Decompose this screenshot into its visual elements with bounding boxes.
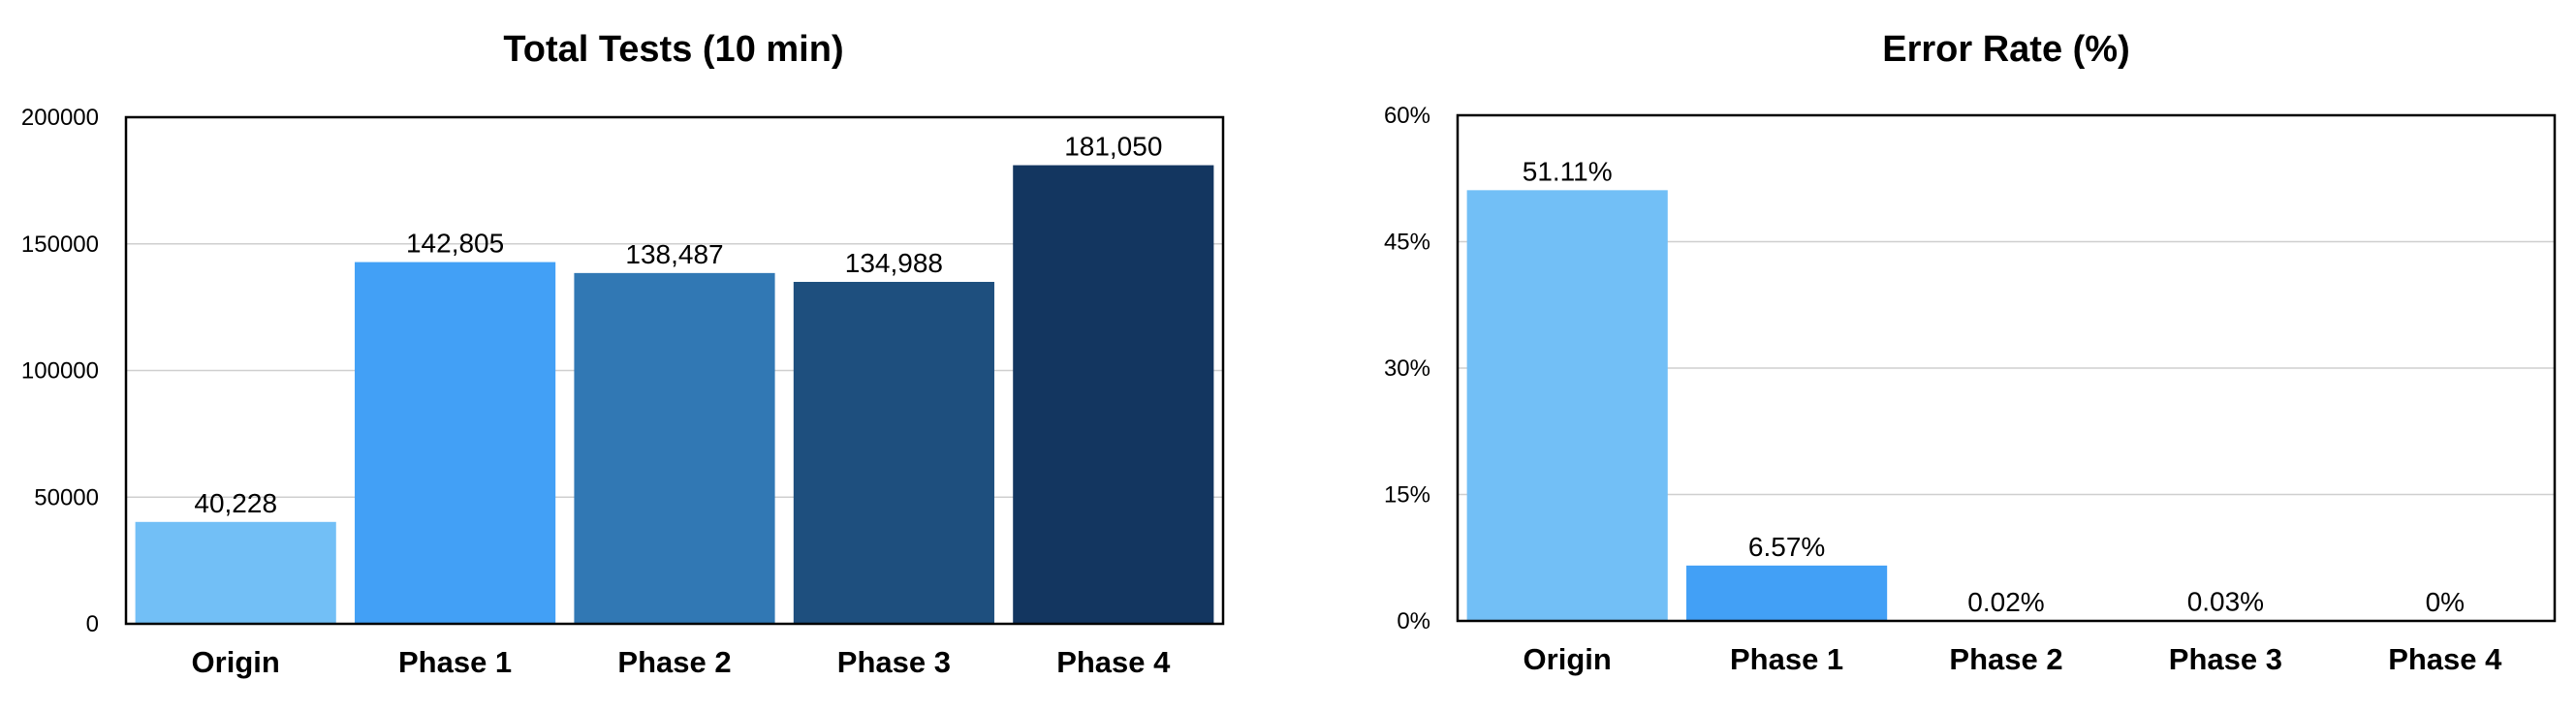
bar-total-tests (135, 521, 336, 624)
x-tick-label-error-rate: Phase 1 (1730, 642, 1843, 676)
chart-title-total-tests: Total Tests (10 min) (503, 29, 844, 70)
plot-frame-total-tests (124, 115, 1225, 626)
bar-total-tests (574, 272, 775, 624)
y-tick-label-error-rate: 0% (1397, 608, 1430, 634)
bar-error-rate (1686, 565, 1888, 621)
plot-frame-error-rate (1456, 113, 2557, 623)
data-label-total-tests: 138,487 (625, 239, 723, 269)
y-tick-label-error-rate: 15% (1384, 482, 1430, 509)
bar-error-rate (1466, 190, 1668, 621)
y-tick-label-total-tests: 100000 (21, 358, 99, 385)
y-tick-label-error-rate: 45% (1384, 230, 1430, 256)
x-tick-label-total-tests: Origin (192, 645, 280, 679)
x-tick-label-total-tests: Phase 2 (617, 645, 731, 679)
y-tick-label-total-tests: 0 (86, 611, 99, 637)
y-tick-label-error-rate: 60% (1384, 103, 1430, 129)
y-tick-label-total-tests: 200000 (21, 105, 99, 131)
x-tick-label-error-rate: Phase 4 (2388, 642, 2502, 676)
y-tick-label-total-tests: 50000 (34, 484, 99, 510)
data-label-error-rate: 0.03% (2187, 587, 2264, 617)
bar-total-tests (355, 262, 556, 624)
bar-total-tests (1013, 165, 1214, 624)
data-label-total-tests: 181,050 (1064, 132, 1162, 162)
x-tick-label-total-tests: Phase 1 (398, 645, 512, 679)
data-label-total-tests: 142,805 (406, 229, 504, 259)
data-label-total-tests: 134,988 (845, 248, 943, 278)
y-tick-label-error-rate: 30% (1384, 356, 1430, 382)
x-tick-label-total-tests: Phase 4 (1056, 645, 1171, 679)
data-label-total-tests: 40,228 (194, 488, 277, 518)
x-tick-label-error-rate: Phase 3 (2169, 642, 2282, 676)
chart-title-error-rate: Error Rate (%) (1882, 29, 2130, 70)
data-label-error-rate: 51.11% (1523, 156, 1613, 186)
y-tick-label-total-tests: 150000 (21, 232, 99, 258)
bar-total-tests (793, 282, 994, 624)
data-label-error-rate: 0.02% (1967, 587, 2044, 617)
x-tick-label-total-tests: Phase 3 (837, 645, 951, 679)
data-label-error-rate: 0% (2426, 587, 2465, 617)
x-tick-label-error-rate: Phase 2 (1949, 642, 2062, 676)
data-label-error-rate: 6.57% (1748, 532, 1825, 562)
x-tick-label-error-rate: Origin (1524, 642, 1612, 676)
